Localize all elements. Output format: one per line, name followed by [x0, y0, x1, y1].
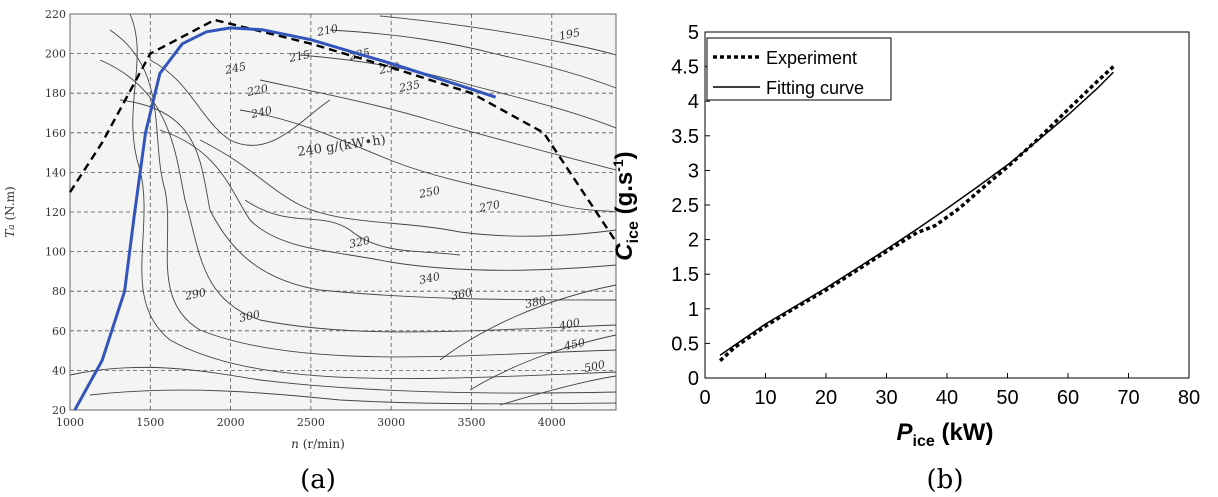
panel-b-xtick-label: 70	[1117, 387, 1139, 409]
panel-a-contour	[469, 334, 617, 391]
legend-experiment-label: Experiment	[766, 48, 857, 68]
legend-box	[706, 37, 892, 101]
panel-b-xtick-label: 50	[996, 387, 1018, 409]
panel-a-ytick-label: 140	[45, 166, 66, 179]
panel-a-contour	[379, 15, 617, 56]
panel-a-contour-label: 195	[558, 26, 581, 43]
panel-b-legend: Experiment Fitting curve	[706, 37, 892, 101]
panel-a-contour-label: 235	[397, 78, 421, 95]
panel-b-ytick-label: 0.5	[671, 333, 699, 355]
panel-b-xlabel: Pice (kW)	[897, 419, 994, 450]
panel-b-xtick-label: 0	[699, 387, 710, 409]
panel-a-ytick-label: 40	[52, 364, 66, 377]
panel-a-ytick-label: 60	[52, 325, 66, 338]
panel-a-contour-label: 450	[562, 336, 586, 353]
panel-a-contour-label: 240	[249, 104, 273, 121]
panel-a-contour	[99, 59, 617, 333]
panel-a-contour	[199, 139, 617, 237]
panel-a-ytick-label: 180	[45, 87, 66, 100]
panel-a-grid	[70, 14, 616, 410]
panel-a-xtick-label: 4000	[538, 416, 566, 429]
panel-a-optimal-curve	[73, 26, 497, 411]
panel-a-contour	[299, 54, 617, 129]
panel-b-ytick-label: 3	[688, 160, 699, 182]
panel-a-contour	[159, 129, 617, 271]
legend-fitting-label: Fitting curve	[766, 78, 864, 98]
panel-a-caption: (a)	[300, 465, 336, 495]
panel-b-xtick-label: 10	[754, 387, 776, 409]
panel-a-contour-label: 245	[223, 60, 247, 77]
panel-a-contour	[499, 375, 617, 406]
panel-b-ytick-label: 2	[688, 230, 699, 252]
panel-b-xtick-label: 60	[1057, 387, 1079, 409]
panel-a-contour-label: 220	[245, 82, 269, 99]
panel-b-ticks: 0 10 20 30 40 50 60 70 80 0 0.5 1 1.5 2 2.5 3 3.5 4 4.5 5	[671, 22, 1200, 409]
panel-a-contour-label: 210	[315, 22, 339, 39]
panel-a-contour-label: 300	[238, 308, 261, 325]
panel-a-tick-labels: 1000 1500 2000 2500 3000 3500 4000 20 40 60 80 100 1…	[45, 8, 566, 429]
panel-a-contour-label: 290	[183, 286, 207, 303]
panel-a-contour	[109, 29, 617, 358]
panel-b-series	[718, 65, 1115, 362]
panel-a-ytick-label: 100	[45, 246, 66, 259]
panel-a-contour-label: 215	[287, 48, 311, 65]
panel-b-xtick-label: 20	[815, 387, 837, 409]
panel-a-ytick-label: 120	[45, 206, 66, 219]
panel-a-ylabel: Ta (N.m)	[3, 186, 17, 238]
panel-b-ytick-label: 2.5	[671, 195, 699, 217]
panel-b-ylabel: Cice (g.s-1)	[610, 151, 642, 260]
panel-b-ytick-label: 3.5	[671, 126, 699, 148]
panel-a-ytick-label: 80	[52, 285, 66, 298]
panel-a-contour	[119, 99, 617, 301]
panel-a-contour-label: 360	[450, 286, 473, 303]
panel-a-contour	[239, 109, 617, 213]
panel-a-ytick-label: 160	[45, 127, 66, 140]
panel-a-contour	[89, 389, 617, 405]
panel-a-xtick-label: 1500	[136, 416, 164, 429]
panel-a-contour	[69, 366, 617, 394]
panel-a-contour-label: 250	[417, 184, 441, 201]
panel-a-xtick-label: 3500	[457, 416, 485, 429]
panel-a-xtick-label: 1000	[56, 416, 84, 429]
panel-b-ytick-label: 1.5	[671, 264, 699, 286]
panel-a-contour-label: 400	[557, 316, 581, 333]
panel-b-ytick-label: 0	[688, 368, 699, 390]
panel-b-ytick-label: 5	[688, 22, 699, 44]
panel-a-contour-label: 340	[418, 270, 441, 287]
panel-a-contour-label: 380	[524, 294, 547, 311]
panel-a-contour-labels: 1952102152202252302352402452502702903003…	[183, 22, 606, 375]
panel-b-caption: (b)	[927, 465, 964, 495]
panel-b-fuel-rate: 0 10 20 30 40 50 60 70 80 0 0.5 1 1.5 2 2.5 3 3.5 4 4.5 5 E…	[610, 22, 1200, 495]
panel-a-max-torque-line	[68, 18, 617, 243]
panel-a-contour-label: 320	[348, 234, 371, 251]
panel-a-xtick-label: 3000	[377, 416, 405, 429]
panel-b-ytick-label: 1	[688, 299, 699, 321]
panel-a-contour-lines	[69, 13, 617, 406]
panel-b-ytick-label: 4	[688, 91, 699, 113]
panel-a-contour-label: 500	[583, 358, 606, 375]
panel-b-xtick-label: 80	[1178, 387, 1200, 409]
panel-a-contour	[259, 79, 617, 171]
panel-a-xtick-label: 2500	[297, 416, 325, 429]
panel-a-xlabel: n (r/min)	[291, 437, 345, 451]
panel-a-ytick-label: 220	[45, 8, 66, 21]
panel-b-xtick-label: 30	[875, 387, 897, 409]
panel-a-xtick-label: 2000	[217, 416, 245, 429]
panel-a-contour	[149, 59, 331, 146]
panel-b-fitting-line	[719, 71, 1114, 356]
panel-a-contour	[129, 13, 617, 380]
panel-a-contour-label: 270	[477, 198, 501, 215]
panel-a-contour	[329, 29, 617, 89]
panel-b-ytick-label: 4.5	[671, 57, 699, 79]
panel-a-series	[68, 18, 617, 411]
panel-a-ytick-label: 20	[52, 404, 66, 417]
panel-b-xtick-label: 40	[936, 387, 958, 409]
panel-a-ytick-label: 200	[45, 48, 66, 61]
panel-a-engine-map: 1952102152202252302352402452502702903003…	[3, 8, 617, 495]
